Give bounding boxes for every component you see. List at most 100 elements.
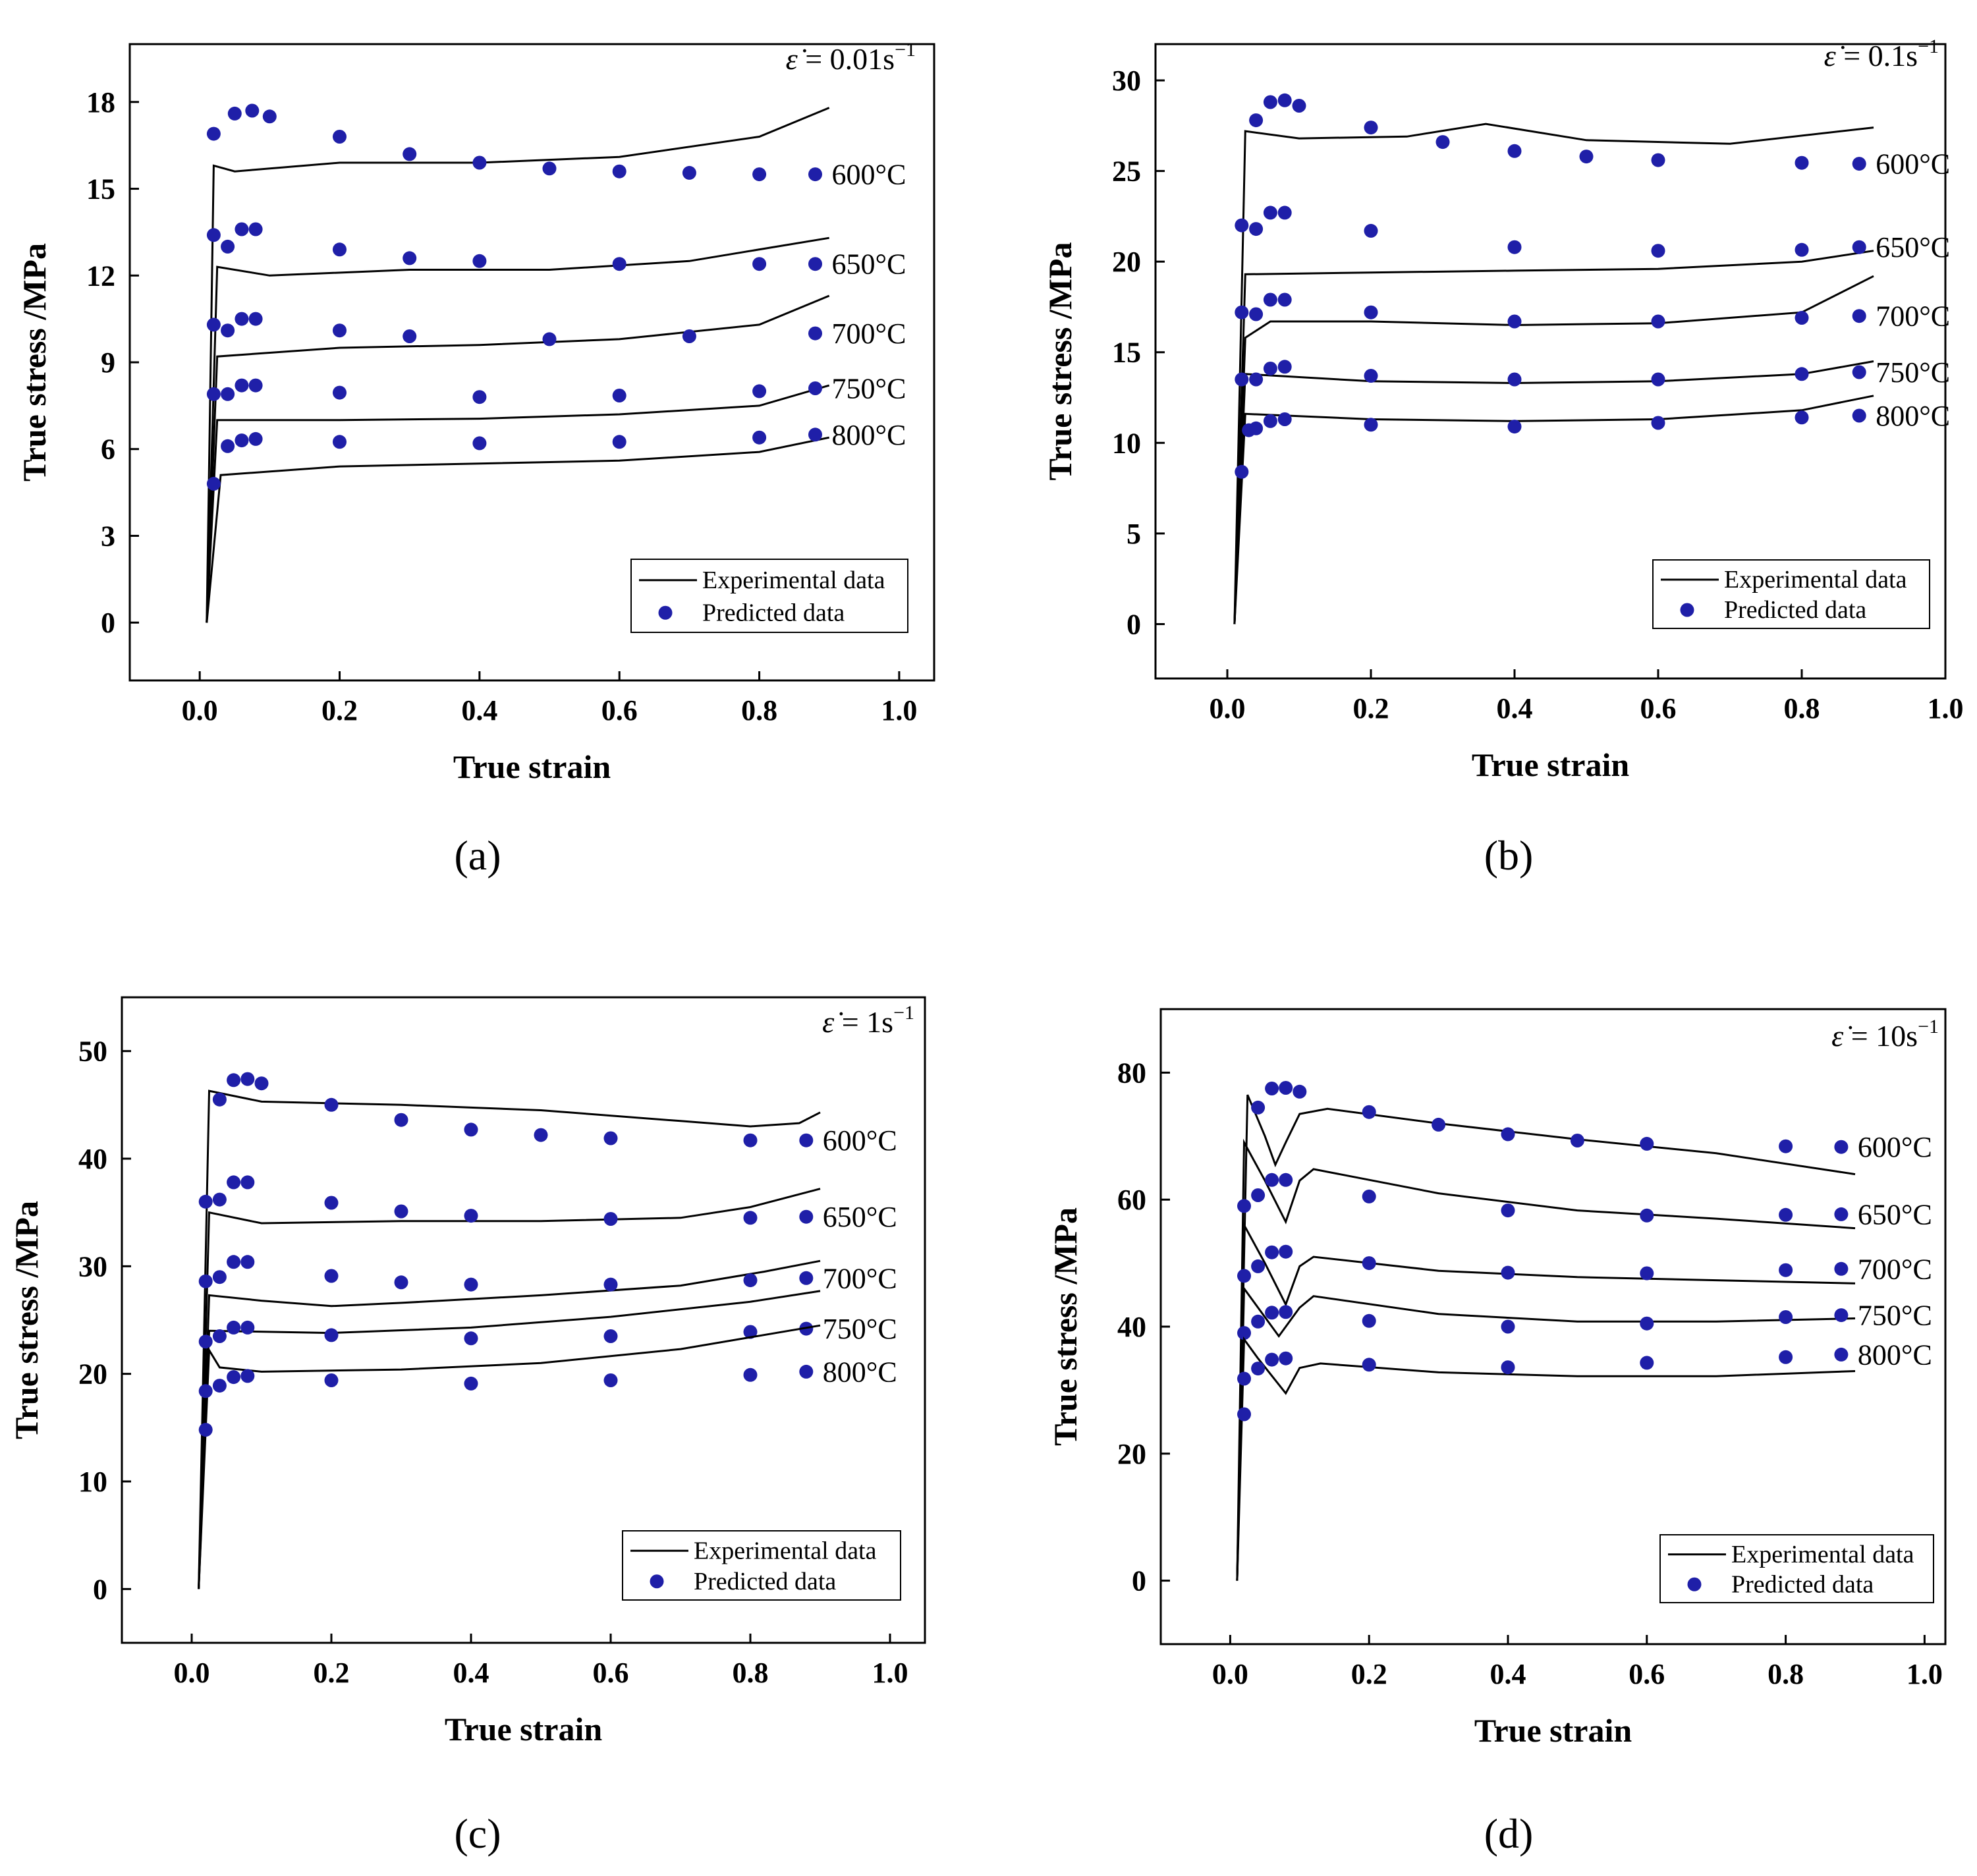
predicted-point bbox=[1852, 309, 1866, 323]
series-700°C bbox=[1236, 1221, 1856, 1581]
series-600°C bbox=[1233, 93, 1874, 624]
predicted-point bbox=[1570, 1134, 1584, 1147]
series-600°C bbox=[206, 103, 830, 623]
x-axis-label: True strain bbox=[445, 1711, 603, 1748]
predicted-point bbox=[1640, 1208, 1654, 1223]
x-tick-label: 1.0 bbox=[1928, 692, 1964, 725]
predicted-point bbox=[1795, 155, 1809, 170]
y-tick-label: 40 bbox=[1117, 1311, 1146, 1343]
experimental-curve bbox=[1233, 250, 1874, 624]
predicted-point bbox=[1265, 1245, 1279, 1259]
temperature-label: 750°C bbox=[1876, 356, 1950, 389]
predicted-point bbox=[324, 1269, 339, 1283]
x-tick-label: 0.6 bbox=[1629, 1658, 1665, 1690]
predicted-point bbox=[1235, 372, 1249, 387]
predicted-point bbox=[1852, 365, 1866, 379]
y-axis-label: True stress /MPa bbox=[8, 1201, 45, 1439]
temperature-label: 600°C bbox=[832, 159, 906, 191]
predicted-point bbox=[227, 1073, 241, 1088]
experimental-curve bbox=[206, 236, 829, 623]
x-tick-label: 1.0 bbox=[881, 694, 917, 727]
predicted-point bbox=[245, 103, 260, 118]
x-tick-label: 0.4 bbox=[1490, 1658, 1526, 1690]
subfigure-label: (c) bbox=[454, 1810, 501, 1857]
predicted-point bbox=[1265, 1352, 1279, 1367]
y-tick-label: 20 bbox=[1112, 246, 1141, 278]
y-tick-label: 30 bbox=[1112, 65, 1141, 97]
predicted-point bbox=[1265, 1082, 1279, 1095]
predicted-point bbox=[1362, 1358, 1376, 1372]
predicted-point bbox=[799, 1133, 814, 1147]
predicted-point bbox=[1507, 144, 1522, 158]
legend-point-swatch bbox=[658, 605, 673, 620]
predicted-point bbox=[799, 1271, 814, 1285]
predicted-point bbox=[1251, 1100, 1266, 1115]
x-tick-label: 1.0 bbox=[872, 1657, 908, 1689]
temperature-label: 800°C bbox=[823, 1356, 897, 1388]
predicted-point bbox=[1237, 1199, 1251, 1213]
predicted-point bbox=[1834, 1207, 1849, 1221]
x-tick-label: 0.0 bbox=[174, 1657, 210, 1689]
predicted-point bbox=[333, 435, 347, 449]
y-tick-label: 10 bbox=[78, 1466, 107, 1498]
predicted-point bbox=[198, 1384, 213, 1398]
y-tick-label: 30 bbox=[78, 1250, 107, 1283]
predicted-point bbox=[248, 222, 263, 236]
predicted-point bbox=[240, 1320, 255, 1335]
predicted-point bbox=[1237, 1326, 1251, 1340]
strain-rate-label: ε̇ = 0.1s−1 bbox=[1824, 36, 1939, 72]
predicted-point bbox=[1435, 135, 1450, 150]
predicted-point bbox=[1852, 157, 1866, 171]
y-tick-label: 12 bbox=[86, 260, 115, 292]
y-tick-label: 80 bbox=[1117, 1057, 1146, 1089]
y-tick-label: 9 bbox=[101, 346, 115, 379]
predicted-point bbox=[227, 1255, 241, 1269]
predicted-point bbox=[534, 1128, 548, 1142]
legend-experimental-label: Experimental data bbox=[694, 1537, 877, 1564]
predicted-point bbox=[1779, 1207, 1793, 1222]
plot-frame bbox=[121, 996, 926, 1644]
predicted-point bbox=[612, 257, 627, 271]
series-650°C bbox=[1236, 1138, 1856, 1581]
temperature-label: 800°C bbox=[832, 419, 906, 451]
predicted-point bbox=[1251, 1259, 1266, 1273]
predicted-point bbox=[464, 1331, 478, 1346]
x-tick-label: 0.0 bbox=[1210, 692, 1246, 725]
experimental-curve bbox=[198, 1188, 821, 1589]
predicted-point bbox=[1651, 314, 1665, 329]
predicted-point bbox=[333, 242, 347, 257]
predicted-point bbox=[612, 435, 627, 449]
x-tick-label: 0.0 bbox=[182, 694, 218, 727]
subfigure-label: (d) bbox=[1484, 1810, 1534, 1857]
temperature-label: 750°C bbox=[823, 1313, 897, 1345]
predicted-point bbox=[1279, 1351, 1293, 1366]
series-800°C bbox=[1236, 1336, 1856, 1581]
legend-experimental-label: Experimental data bbox=[702, 566, 885, 594]
y-tick-label: 50 bbox=[78, 1035, 107, 1068]
predicted-point bbox=[752, 430, 767, 445]
predicted-point bbox=[198, 1423, 213, 1437]
predicted-point bbox=[1235, 305, 1249, 319]
series-800°C bbox=[206, 428, 830, 623]
x-axis-label: True strain bbox=[1474, 1712, 1632, 1749]
predicted-point bbox=[240, 1255, 255, 1269]
predicted-point bbox=[1263, 206, 1277, 220]
chart-panel-d: 0.0 0.2 0.4 0.6 0.8 1.0 0 20 40 60 80 True strain Tr… bbox=[1047, 1008, 1947, 1857]
predicted-point bbox=[403, 329, 417, 343]
predicted-point bbox=[1364, 305, 1378, 319]
y-tick-label: 18 bbox=[86, 86, 115, 119]
predicted-point bbox=[1501, 1203, 1515, 1218]
x-tick-label: 0.2 bbox=[314, 1657, 350, 1689]
predicted-point bbox=[1279, 1172, 1293, 1187]
predicted-point bbox=[1265, 1172, 1279, 1187]
y-tick-label: 0 bbox=[1127, 608, 1141, 640]
predicted-point bbox=[603, 1329, 618, 1343]
predicted-point bbox=[206, 228, 221, 242]
x-tick-label: 1.0 bbox=[1907, 1658, 1943, 1690]
predicted-point bbox=[542, 161, 557, 176]
legend-box bbox=[622, 1530, 901, 1601]
predicted-point bbox=[212, 1379, 227, 1393]
predicted-point bbox=[227, 1370, 241, 1385]
plot-frame bbox=[1154, 43, 1947, 680]
y-tick-label: 0 bbox=[93, 1573, 107, 1605]
